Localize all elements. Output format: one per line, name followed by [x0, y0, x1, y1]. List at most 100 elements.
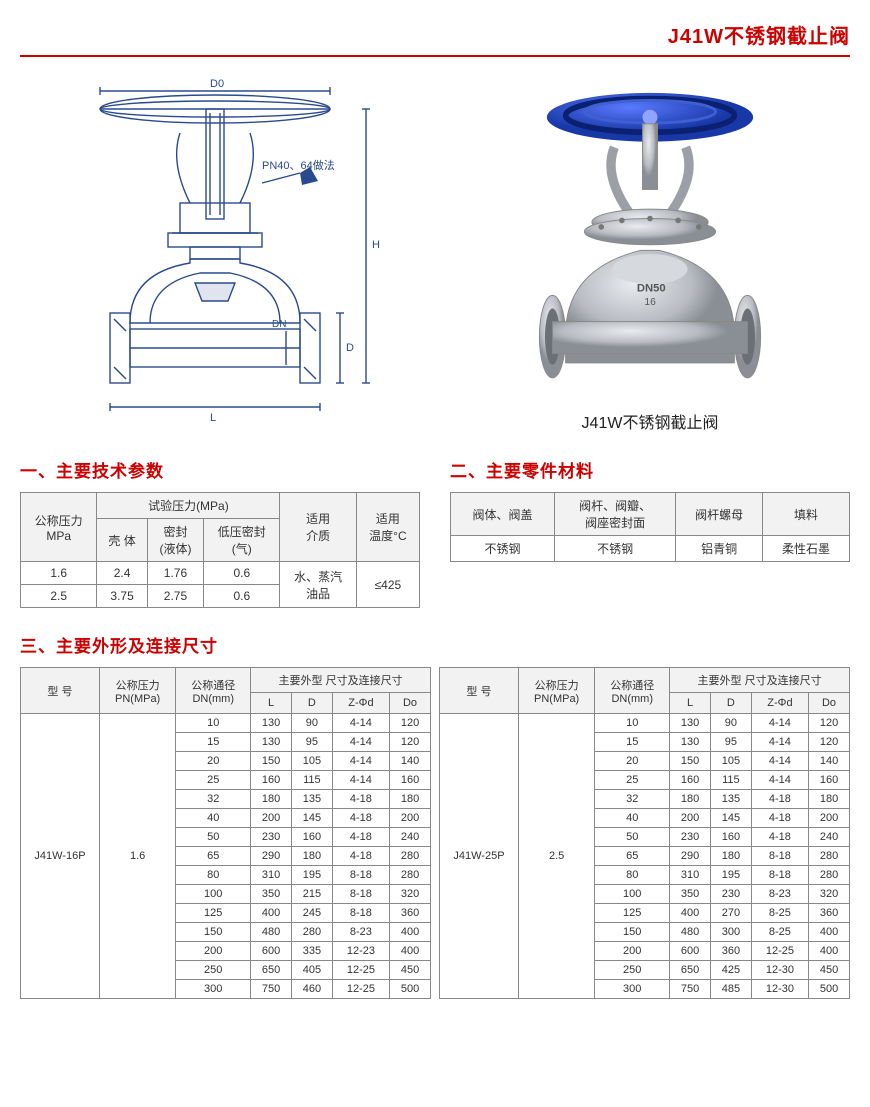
label-note: PN40、64做法: [262, 158, 335, 172]
table-cell: 360: [390, 904, 431, 923]
table-cell: 32: [176, 790, 251, 809]
table-cell: 230: [710, 885, 751, 904]
table-cell: 4-14: [332, 771, 389, 790]
table-cell: 290: [251, 847, 292, 866]
table-cell: 铝青铜: [676, 536, 763, 562]
table-cell: 180: [390, 790, 431, 809]
table-cell: 500: [809, 980, 850, 999]
table-cell: 0.6: [204, 562, 280, 585]
table-cell: 120: [390, 733, 431, 752]
table-cell: 4-14: [751, 733, 808, 752]
table-cell: 105: [710, 752, 751, 771]
table-cell: 250: [176, 961, 251, 980]
table-cell: 300: [176, 980, 251, 999]
table-cell: 160: [809, 771, 850, 790]
table-cell: 1.6: [21, 562, 97, 585]
table-cell: 280: [809, 866, 850, 885]
table-cell: 350: [670, 885, 711, 904]
table-cell: 80: [595, 866, 670, 885]
table-cell: 180: [251, 790, 292, 809]
table-cell: 8-25: [751, 904, 808, 923]
table-cell: 135: [710, 790, 751, 809]
table-cell: 不锈钢: [451, 536, 555, 562]
table-cell: 200: [595, 942, 670, 961]
label-h: H: [372, 239, 380, 251]
table-cell: 485: [710, 980, 751, 999]
table-cell: 50: [176, 828, 251, 847]
table-cell: 90: [291, 714, 332, 733]
table-cell: 290: [670, 847, 711, 866]
table-cell: 360: [809, 904, 850, 923]
table-cell: 100: [595, 885, 670, 904]
table-cell: 130: [251, 733, 292, 752]
table-cell: 20: [595, 752, 670, 771]
table-cell: 150: [176, 923, 251, 942]
table-cell: 125: [595, 904, 670, 923]
table-cell: 600: [251, 942, 292, 961]
table-cell: 650: [670, 961, 711, 980]
table-cell: 柔性石墨: [763, 536, 850, 562]
pn-cell: 2.5: [518, 714, 594, 999]
table-cell: 4-14: [332, 733, 389, 752]
pn-cell: 1.6: [99, 714, 175, 999]
table-cell: 310: [251, 866, 292, 885]
th-mat3: 填料: [763, 493, 850, 536]
dimensions-table-right: 型 号公称压力 PN(MPa)公称通径 DN(mm)主要外型 尺寸及连接尺寸LD…: [439, 667, 850, 999]
table-cell: 140: [390, 752, 431, 771]
svg-text:DN50: DN50: [637, 283, 666, 295]
model-cell: J41W-25P: [440, 714, 519, 999]
table-cell: 4-18: [751, 809, 808, 828]
table-cell: 12-25: [751, 942, 808, 961]
table-cell: 4-14: [332, 752, 389, 771]
table-cell: 180: [710, 847, 751, 866]
table-cell: 4-18: [751, 790, 808, 809]
table-cell: 310: [670, 866, 711, 885]
th-medium: 适用 介质: [280, 493, 356, 562]
table-cell: 4-18: [751, 828, 808, 847]
th-mat1: 阀杆、阀瓣、 阀座密封面: [555, 493, 676, 536]
table-cell: 400: [670, 904, 711, 923]
table-cell: 120: [390, 714, 431, 733]
table-cell: 230: [670, 828, 711, 847]
engineering-diagram: D0 PN40、64做法: [20, 73, 420, 433]
th-test-pressure: 试验压力(MPa): [97, 493, 280, 519]
table-cell: 400: [390, 923, 431, 942]
table-cell: 2.4: [97, 562, 147, 585]
table-cell: 115: [291, 771, 332, 790]
table-cell: 280: [390, 866, 431, 885]
table-cell: 90: [710, 714, 751, 733]
label-l: L: [210, 412, 216, 424]
table-cell: 245: [291, 904, 332, 923]
table-cell: 200: [670, 809, 711, 828]
table-cell: 水、蒸汽 油品: [280, 562, 356, 608]
table-cell: 360: [710, 942, 751, 961]
label-d0: D0: [210, 78, 224, 90]
table-cell: 280: [390, 847, 431, 866]
table-cell: 200: [809, 809, 850, 828]
table-cell: 750: [670, 980, 711, 999]
table-cell: 95: [710, 733, 751, 752]
table-cell: 0.6: [204, 585, 280, 608]
table-cell: 4-18: [332, 809, 389, 828]
table-cell: 15: [595, 733, 670, 752]
table-cell: 750: [251, 980, 292, 999]
table-cell: 335: [291, 942, 332, 961]
page-title-bar: J41W不锈钢截止阀: [20, 16, 850, 57]
th-mat0: 阀体、阀盖: [451, 493, 555, 536]
table-cell: 400: [390, 942, 431, 961]
table-cell: 160: [390, 771, 431, 790]
table-cell: 145: [291, 809, 332, 828]
table-cell: 4-14: [751, 714, 808, 733]
table-cell: 12-30: [751, 961, 808, 980]
product-photo: DN50 16 J41W不锈钢截止阀: [450, 73, 850, 433]
table-cell: 10: [595, 714, 670, 733]
table-cell: 4-14: [751, 752, 808, 771]
table-cell: 425: [710, 961, 751, 980]
table-cell: 400: [809, 923, 850, 942]
table-cell: 150: [670, 752, 711, 771]
table-cell: 460: [291, 980, 332, 999]
table-cell: 600: [670, 942, 711, 961]
table-cell: 400: [809, 942, 850, 961]
table-cell: 80: [176, 866, 251, 885]
table-cell: 150: [251, 752, 292, 771]
